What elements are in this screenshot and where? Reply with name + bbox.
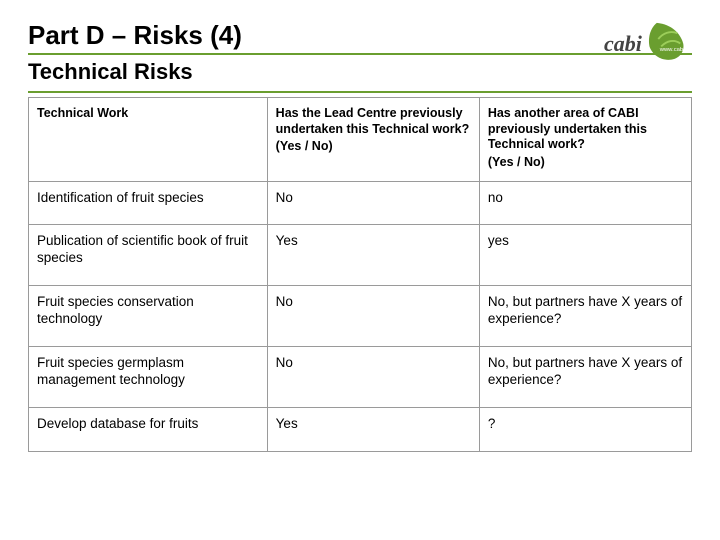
page-title: Part D – Risks (4) — [28, 20, 692, 51]
cell-other: ? — [479, 407, 691, 451]
cell-work: Fruit species germplasm management techn… — [29, 346, 268, 407]
cell-other: No, but partners have X years of experie… — [479, 346, 691, 407]
svg-text:cabi: cabi — [604, 31, 643, 56]
table-header-row: Technical Work Has the Lead Centre previ… — [29, 98, 692, 182]
subtitle-underline — [28, 91, 692, 93]
col-header-other: Has another area of CABI previously unde… — [479, 98, 691, 182]
cell-work: Identification of fruit species — [29, 181, 268, 225]
cell-work: Publication of scientific book of fruit … — [29, 225, 268, 286]
table-row: Fruit species conservation technology No… — [29, 286, 692, 347]
cell-work: Fruit species conservation technology — [29, 286, 268, 347]
cell-lead: No — [267, 181, 479, 225]
title-underline — [28, 53, 692, 55]
cell-lead: Yes — [267, 407, 479, 451]
svg-text:www.cabi.org: www.cabi.org — [659, 47, 692, 53]
table-row: Fruit species germplasm management techn… — [29, 346, 692, 407]
col-header-lead: Has the Lead Centre previously undertake… — [267, 98, 479, 182]
cell-other: no — [479, 181, 691, 225]
risks-table: Technical Work Has the Lead Centre previ… — [28, 97, 692, 452]
table-row: Develop database for fruits Yes ? — [29, 407, 692, 451]
table-row: Identification of fruit species No no — [29, 181, 692, 225]
cabi-logo: cabi www.cabi.org — [604, 18, 692, 66]
cell-work: Develop database for fruits — [29, 407, 268, 451]
cell-lead: No — [267, 286, 479, 347]
cell-other: yes — [479, 225, 691, 286]
cell-lead: Yes — [267, 225, 479, 286]
table-row: Publication of scientific book of fruit … — [29, 225, 692, 286]
col-header-work: Technical Work — [29, 98, 268, 182]
header-area: Part D – Risks (4) Technical Risks — [28, 20, 692, 93]
page-subtitle: Technical Risks — [28, 59, 692, 85]
cell-other: No, but partners have X years of experie… — [479, 286, 691, 347]
cell-lead: No — [267, 346, 479, 407]
